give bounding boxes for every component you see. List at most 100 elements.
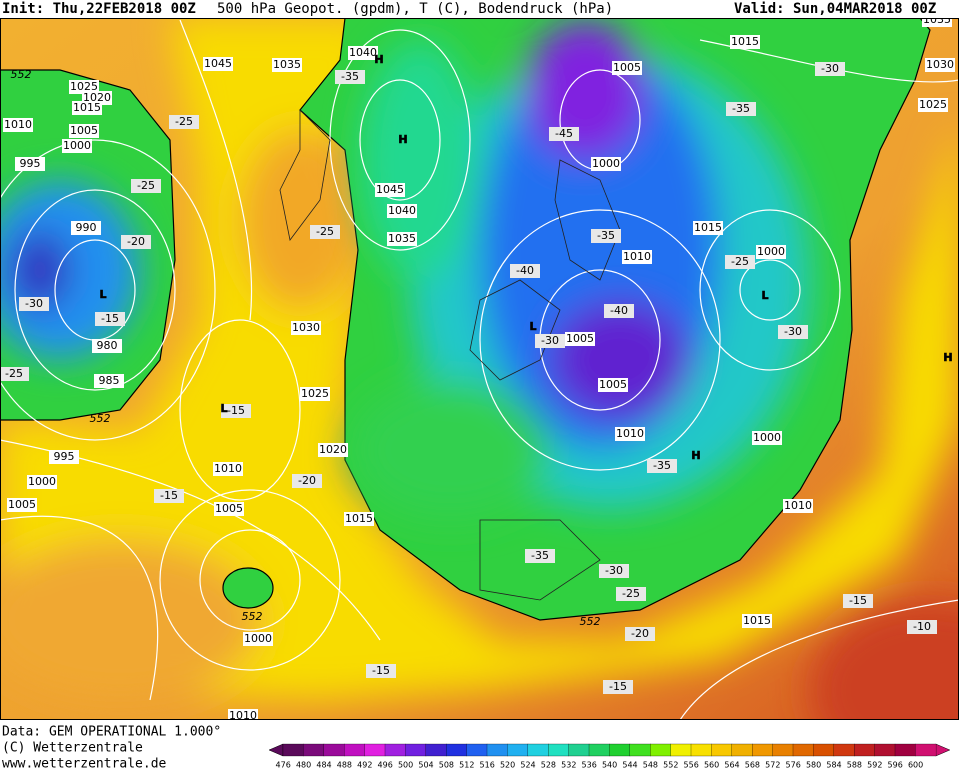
isobar-label-box <box>7 498 37 512</box>
isobar-label-box <box>72 101 102 115</box>
temperature-label-box <box>603 680 633 694</box>
temperature-label-box <box>0 367 29 381</box>
isobar <box>179 319 301 501</box>
colorbar-swatch <box>650 743 672 757</box>
temperature-label-box <box>19 297 49 311</box>
temperature-label-box <box>591 229 621 243</box>
temperature-label: -35 <box>341 70 359 83</box>
isobar-label: 1015 <box>694 221 722 234</box>
colorbar-swatch <box>568 743 590 757</box>
coastline <box>469 279 561 381</box>
colorbar-label: 488 <box>337 761 352 770</box>
isobar-label-box <box>300 387 330 401</box>
isobar-label: 1005 <box>215 502 243 515</box>
isobar-label-box <box>69 124 99 138</box>
colorbar-label: 588 <box>847 761 862 770</box>
colorbar-label: 560 <box>704 761 719 770</box>
orange-patch <box>240 130 360 310</box>
pressure-center: H <box>691 449 700 462</box>
temperature-label-box <box>121 235 151 249</box>
yellow-field <box>0 18 959 700</box>
temperature-label-box <box>131 179 161 193</box>
coastline <box>479 519 601 601</box>
temperature-label-box <box>310 225 340 239</box>
temperature-label: -35 <box>732 102 750 115</box>
temperature-label: -30 <box>605 564 623 577</box>
colorbar-swatch <box>446 743 468 757</box>
isobar-label-box <box>918 98 948 112</box>
colorbar-swatch <box>548 743 570 757</box>
colorbar-swatch <box>772 743 794 757</box>
temperature-label-box <box>815 62 845 76</box>
isobar-label-box <box>94 374 124 388</box>
colorbar-label: 504 <box>418 761 433 770</box>
colorbar-swatch <box>323 743 345 757</box>
isobar-label-box <box>756 245 786 259</box>
pressure-center: L <box>761 289 768 302</box>
colorbar-label: 496 <box>378 761 393 770</box>
colorbar-label: 552 <box>663 761 678 770</box>
isobar-label: 1005 <box>8 498 36 511</box>
isobar-label-box <box>69 80 99 94</box>
colorbar-swatch <box>466 743 488 757</box>
colorbar-label: 520 <box>500 761 515 770</box>
isobar-label-box <box>730 35 760 49</box>
temperature-label: -15 <box>609 680 627 693</box>
temperature-label: -30 <box>25 297 43 310</box>
isobar-label: 1000 <box>28 475 56 488</box>
temperature-label-box <box>535 334 565 348</box>
isobar-label-box <box>612 61 642 75</box>
footer-copyright: (C) Wetterzentrale <box>2 741 143 756</box>
temperature-label: -25 <box>175 115 193 128</box>
temperature-label: -25 <box>137 179 155 192</box>
isobar <box>199 529 301 631</box>
colorbar-label: 480 <box>296 761 311 770</box>
isobar-label: 1000 <box>592 157 620 170</box>
temperature-label-box <box>616 587 646 601</box>
isobar-label-box <box>3 118 33 132</box>
isobar-label-box <box>922 18 952 27</box>
isobar-label-box <box>228 709 258 720</box>
isobar <box>739 259 801 321</box>
colorbar-label: 508 <box>439 761 454 770</box>
colorbar-label: 596 <box>888 761 903 770</box>
isobar-label: 995 <box>54 450 75 463</box>
temperature-label: -15 <box>160 489 178 502</box>
isobar-label: 1000 <box>63 139 91 152</box>
colorbar-label: 548 <box>643 761 658 770</box>
colorbar-swatch <box>915 743 937 757</box>
isobar-label-box <box>783 499 813 513</box>
isobar-label-box <box>598 378 628 392</box>
isobar-label: 1040 <box>388 204 416 217</box>
colorbar-label: 592 <box>867 761 882 770</box>
isobar-label-box <box>925 58 955 72</box>
isobar-label: 1035 <box>923 13 951 26</box>
colorbar-label: 492 <box>357 761 372 770</box>
colorbar-swatch <box>425 743 447 757</box>
init-text: Init: Thu,22FEB2018 00Z <box>2 1 196 17</box>
isobar-label-box <box>752 431 782 445</box>
isobar-label-box <box>344 512 374 526</box>
isobar-label-box <box>375 183 405 197</box>
temperature-label: -15 <box>849 594 867 607</box>
isobar-label: 1010 <box>616 427 644 440</box>
isobar-label: 1015 <box>73 101 101 114</box>
temperature-label-box <box>647 459 677 473</box>
isobar-label: 1015 <box>345 512 373 525</box>
temperature-label-box <box>549 127 579 141</box>
temperature-label: -25 <box>731 255 749 268</box>
colorbar-swatch <box>527 743 549 757</box>
isobar-label-box <box>272 58 302 72</box>
isobar-label-box <box>348 46 378 60</box>
colorbar-label: 536 <box>582 761 597 770</box>
isobar-label-box <box>92 339 122 353</box>
colorbar-swatch <box>690 743 712 757</box>
colorbar-label: 484 <box>316 761 331 770</box>
green-center <box>350 380 550 520</box>
isobar-label-box <box>387 232 417 246</box>
colorbar-label: 516 <box>480 761 495 770</box>
purple-field <box>550 300 690 420</box>
temperature-label: -35 <box>653 459 671 472</box>
isobar <box>0 515 159 701</box>
temperature-label-box <box>169 115 199 129</box>
